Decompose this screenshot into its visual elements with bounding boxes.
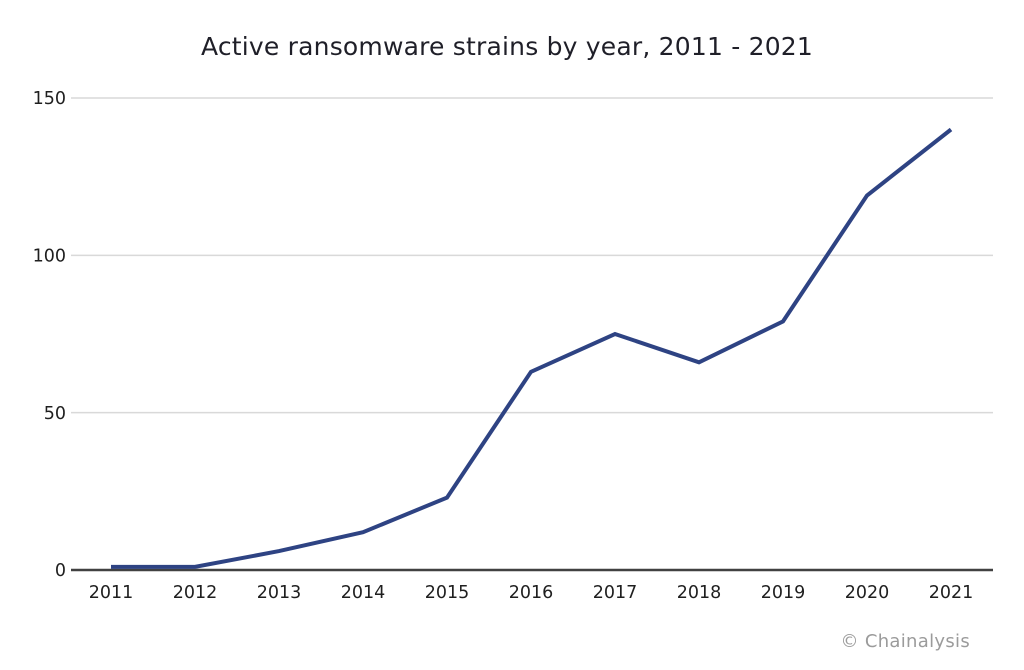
chart-title: Active ransomware strains by year, 2011 … — [200, 32, 814, 61]
chainalysis-credit: © Chainalysis — [840, 631, 970, 652]
x-tick-label: 2012 — [173, 583, 218, 603]
x-tick-label: 2017 — [593, 583, 638, 603]
data-series-line — [111, 127, 953, 569]
x-tick-label: 2019 — [761, 583, 806, 603]
y-tick-label: 100 — [33, 247, 66, 267]
x-tick-label: 2020 — [845, 583, 890, 603]
x-tick-label: 2021 — [929, 583, 974, 603]
y-tick-label: 0 — [55, 561, 66, 581]
x-tick-label: 2016 — [509, 583, 554, 603]
y-tick-label: 50 — [44, 404, 66, 424]
x-tick-label: 2014 — [341, 583, 386, 603]
x-tick-label: 2011 — [89, 583, 134, 603]
x-tick-label: 2013 — [257, 583, 302, 603]
x-tick-label: 2018 — [677, 583, 722, 603]
x-tick-label: 2015 — [425, 583, 470, 603]
y-tick-label: 150 — [33, 89, 66, 109]
